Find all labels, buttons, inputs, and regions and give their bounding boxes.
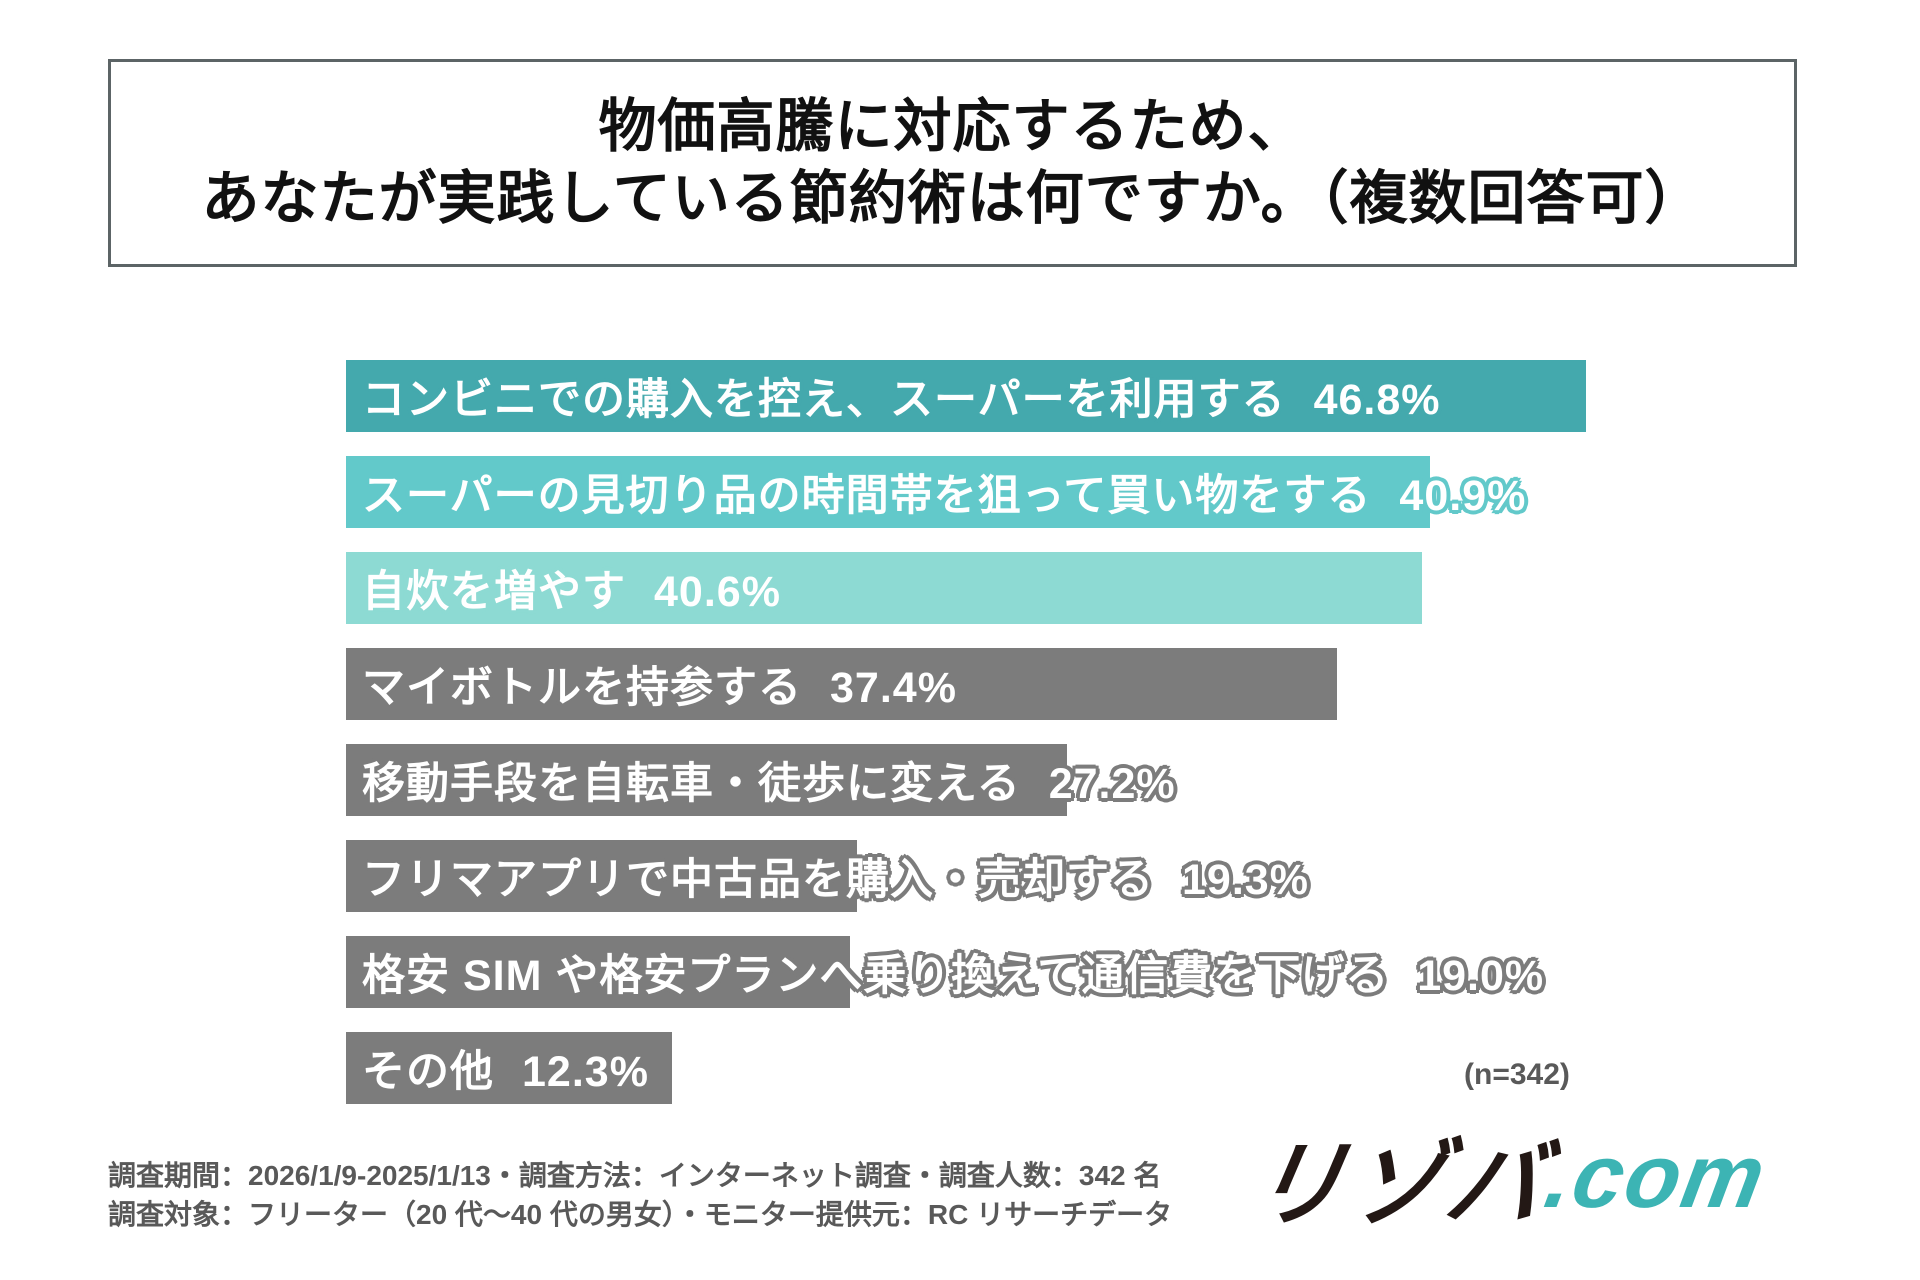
bar-row: 移動手段を自転車・徒歩に変える 27.2% — [346, 744, 1586, 816]
survey-notes: 調査期間：2026/1/9-2025/1/13・調査方法：インターネット調査・調… — [108, 1156, 1172, 1234]
bar: その他 12.3% — [346, 1032, 672, 1104]
bar-row: フリマアプリで中古品を購入・売却する 19.3% — [346, 840, 1586, 912]
bar-value-label: 40.6% — [654, 568, 781, 616]
bar: マイボトルを持参する 37.4% — [346, 648, 1338, 720]
survey-question-line2: あなたが実践している節約術は何ですか。（複数回答可） — [201, 166, 1704, 231]
logo-text-main: リゾバ — [1242, 1132, 1555, 1237]
bar-value-label: 19.3% — [1182, 856, 1309, 904]
bar-value-label: 19.0% — [1417, 952, 1545, 1000]
bar-category-label: 自炊を増やす — [362, 568, 626, 616]
bar: 格安 SIM や格安プランへ乗り換えて通信費を下げる 19.0% — [346, 936, 1543, 1008]
logo-text-suffix: .com — [1538, 1126, 1774, 1227]
bar-value-label: 37.4% — [830, 664, 957, 712]
bar-value-label: 40.9% — [1399, 472, 1527, 520]
bar: 移動手段を自転車・徒歩に変える 27.2% — [346, 744, 1175, 816]
title-box: 物価高騰に対応するため、 あなたが実践している節約術は何ですか。（複数回答可） — [108, 59, 1797, 267]
bar-row: その他 12.3% — [346, 1032, 1586, 1104]
sample-size-label: (n=342) — [1464, 1058, 1570, 1091]
bar: コンビニでの購入を控え、スーパーを利用する 46.8% — [346, 360, 1587, 432]
bar-row: スーパーの見切り品の時間帯を狙って買い物をする 40.9% — [346, 456, 1586, 528]
bar-category-label: スーパーの見切り品の時間帯を狙って買い物をする — [362, 472, 1372, 520]
survey-note-line1: 調査期間：2026/1/9-2025/1/13・調査方法：インターネット調査・調… — [108, 1160, 1162, 1191]
bar-row: マイボトルを持参する 37.4% — [346, 648, 1586, 720]
bar: フリマアプリで中古品を購入・売却する 19.3% — [346, 840, 1308, 912]
bar-row: 自炊を増やす 40.6% — [346, 552, 1586, 624]
bar-value-label: 46.8% — [1313, 376, 1441, 424]
bar-value-label: 12.3% — [522, 1048, 649, 1096]
survey-question-line1: 物価高騰に対応するため、 — [598, 94, 1307, 159]
bar-category-label: マイボトルを持参する — [362, 664, 802, 712]
bar-value-label: 27.2% — [1048, 760, 1176, 808]
rizoba-com-logo: リゾバ .com — [1242, 1122, 1774, 1238]
bar-category-label: コンビニでの購入を控え、スーパーを利用する — [362, 376, 1286, 424]
bar-row: 格安 SIM や格安プランへ乗り換えて通信費を下げる 19.0% — [346, 936, 1586, 1008]
bar-row: コンビニでの購入を控え、スーパーを利用する 46.8% — [346, 360, 1587, 432]
bar: 自炊を増やす 40.6% — [346, 552, 1422, 624]
survey-note-line2: 調査対象：フリーター（20 代〜40 代の男女）・モニター提供元：RC リサーチ… — [108, 1199, 1173, 1230]
bar-category-label: 移動手段を自転車・徒歩に変える — [362, 760, 1021, 808]
bar-category-label: フリマアプリで中古品を購入・売却する — [362, 856, 1154, 904]
bar-category-label: 格安 SIM や格安プランへ乗り換えて通信費を下げる — [362, 952, 1390, 1000]
bar: スーパーの見切り品の時間帯を狙って買い物をする 40.9% — [346, 456, 1525, 528]
bar-category-label: その他 — [362, 1048, 494, 1096]
bar-chart: コンビニでの購入を控え、スーパーを利用する 46.8% スーパーの見切り品の時間帯を… — [346, 360, 1587, 1128]
